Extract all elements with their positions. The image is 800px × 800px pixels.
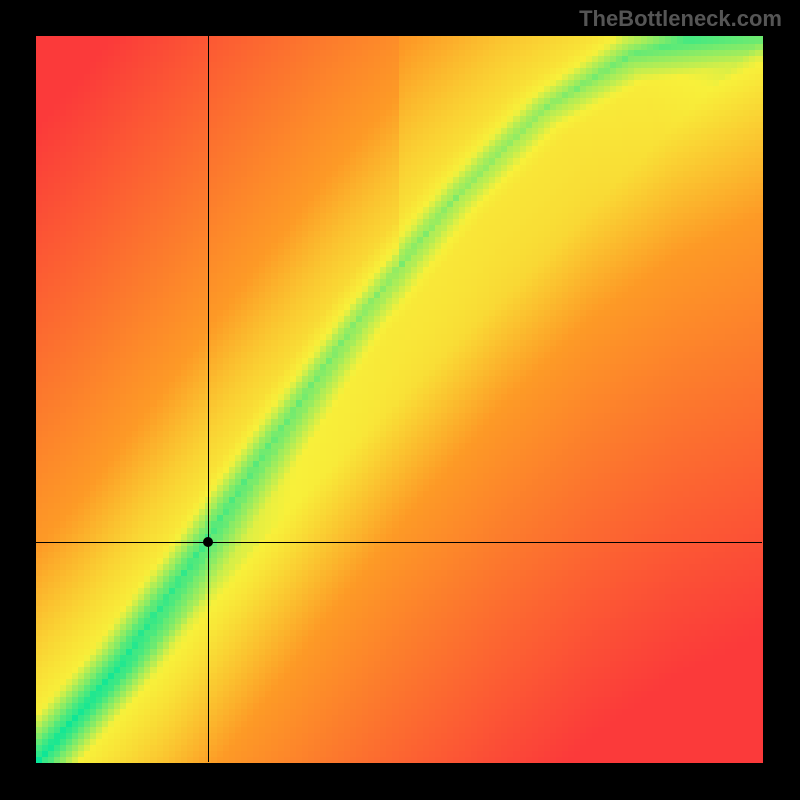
watermark-text: TheBottleneck.com: [579, 6, 782, 32]
heatmap-canvas: [0, 0, 800, 800]
crosshair-dot: [203, 537, 213, 547]
crosshair-vertical: [208, 36, 209, 762]
crosshair-horizontal: [36, 542, 762, 543]
chart-container: { "watermark": "TheBottleneck.com", "can…: [0, 0, 800, 800]
